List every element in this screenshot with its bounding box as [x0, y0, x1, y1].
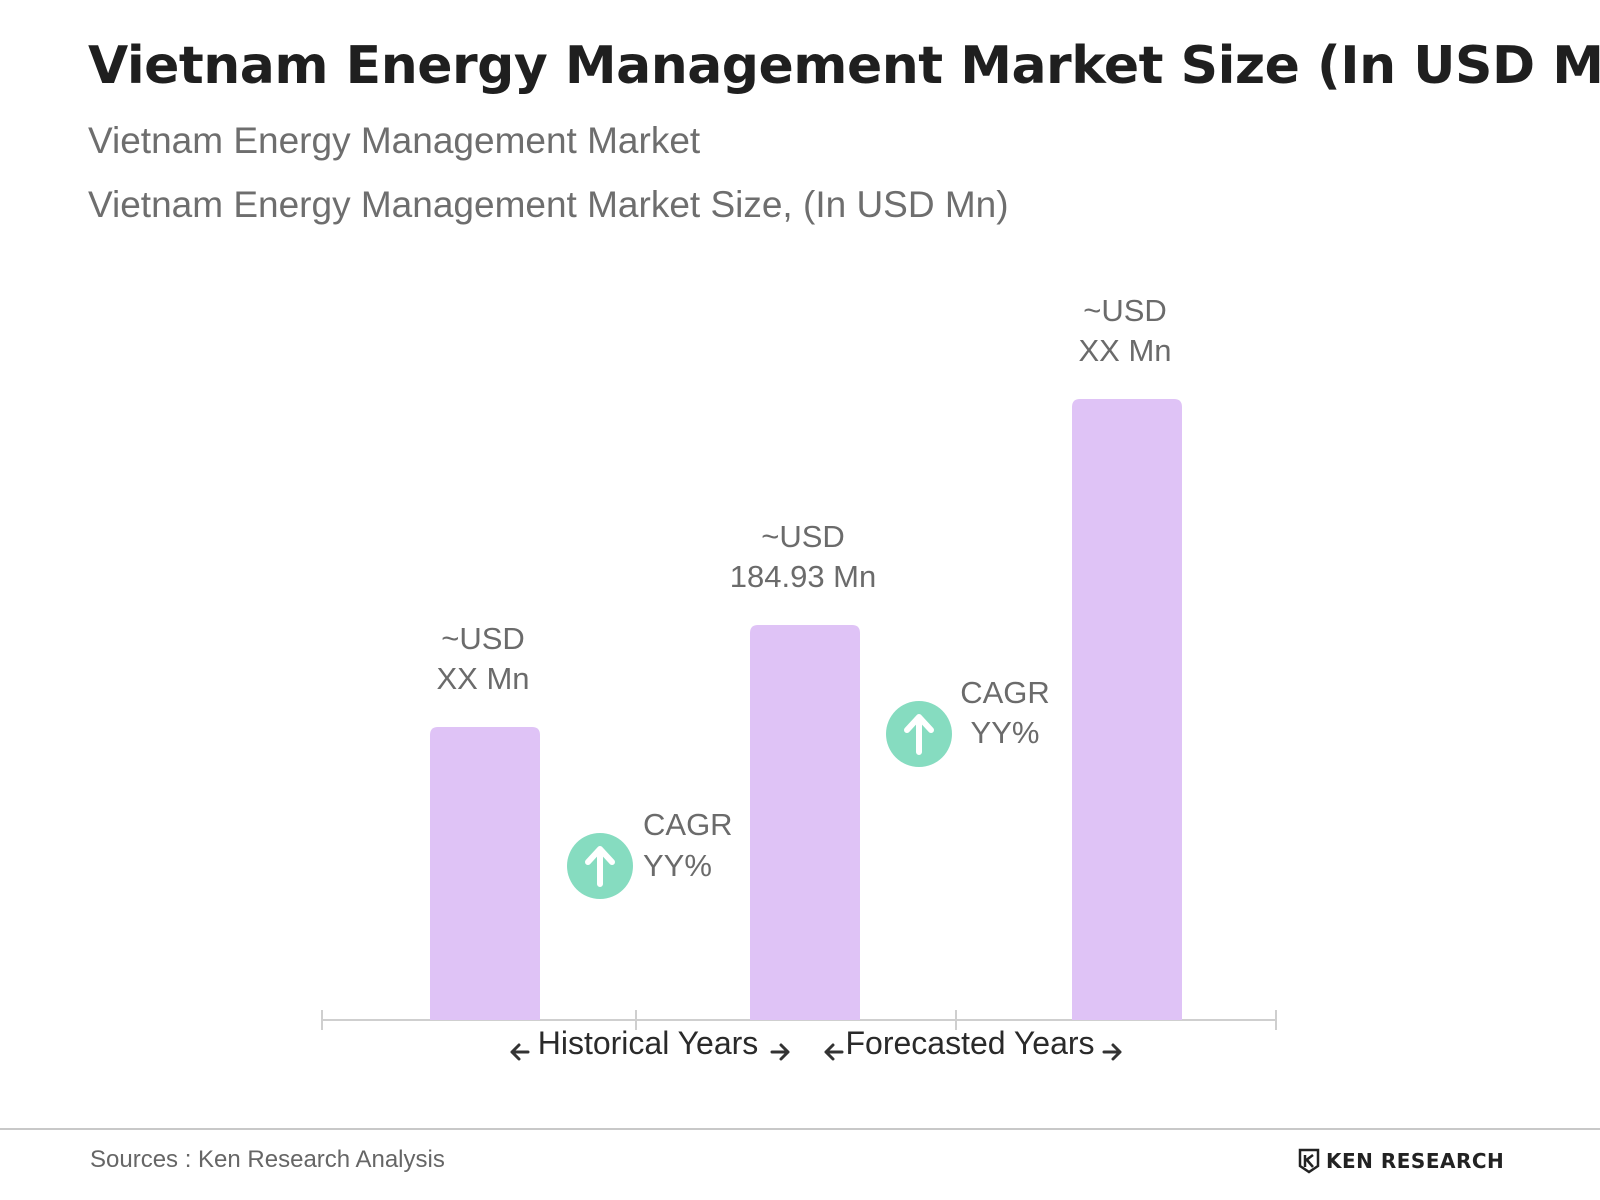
bar-label-value: 184.93 Mn: [730, 559, 877, 594]
brand-logo: KEN RESEARCH: [1298, 1148, 1504, 1174]
arrow-right-icon: [1102, 1043, 1122, 1061]
footer-divider: [0, 1128, 1600, 1130]
bar-chart: ~USD XX Mn ~USD 184.93 Mn ~USD XX Mn CAGR YY% CA…: [321, 293, 1277, 1061]
arrow-left-icon: [510, 1043, 530, 1061]
arrow-up-icon: [904, 714, 934, 755]
chart-subtitle: Vietnam Energy Management Market Size, (…: [88, 184, 1009, 225]
brand-name: KEN RESEARCH: [1326, 1149, 1505, 1173]
bar-label-value: XX Mn: [436, 661, 529, 696]
arrow-left-icon: [824, 1043, 844, 1061]
bar-label-prefix: ~USD: [1083, 293, 1167, 328]
market-subtitle: Vietnam Energy Management Market: [88, 120, 701, 161]
bar: [430, 727, 540, 1020]
cagr-label: CAGR: [960, 675, 1050, 710]
bar-label-prefix: ~USD: [441, 621, 525, 656]
bar: [1072, 399, 1182, 1020]
cagr-value: YY%: [643, 848, 712, 883]
period-label: Historical Years: [538, 1025, 759, 1061]
ken-research-logo-icon: [1298, 1148, 1320, 1174]
cagr-value: YY%: [971, 715, 1040, 750]
bar: [750, 625, 860, 1020]
bar-label-value: XX Mn: [1078, 333, 1171, 368]
page-title: Vietnam Energy Management Market Size (I…: [88, 36, 1600, 96]
arrow-up-icon: [585, 846, 615, 887]
bar-label-prefix: ~USD: [761, 519, 845, 554]
period-label: Forecasted Years: [845, 1025, 1094, 1061]
cagr-label: CAGR: [643, 807, 733, 842]
arrow-right-icon: [770, 1043, 790, 1061]
source-note: Sources : Ken Research Analysis: [90, 1146, 445, 1173]
